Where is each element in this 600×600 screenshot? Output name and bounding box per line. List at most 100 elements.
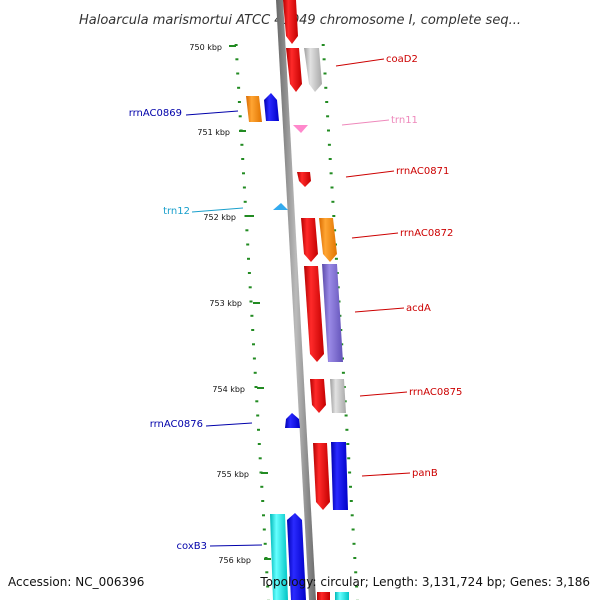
leader-line-acdA bbox=[354, 307, 405, 313]
kbp-label-754: 754 kbp bbox=[212, 385, 245, 394]
gene-feature-coxB3[interactable] bbox=[287, 513, 306, 600]
gene-feature-trn11[interactable] bbox=[293, 125, 308, 133]
gene-label-trn12[interactable]: trn12 bbox=[163, 206, 190, 217]
leader-line-rrnAC0875 bbox=[359, 391, 408, 397]
inner-tick bbox=[261, 500, 265, 502]
leader-line-coaD2 bbox=[335, 58, 385, 67]
leader-line-rrnAC0871 bbox=[345, 170, 395, 178]
inner-tick bbox=[256, 414, 260, 417]
inner-tick bbox=[253, 371, 257, 374]
inner-tick bbox=[260, 485, 264, 488]
gene-feature-coaD2[interactable] bbox=[286, 48, 302, 92]
tick-ruler bbox=[229, 44, 359, 600]
gene-label-rrnAC0875[interactable]: rrnAC0875 bbox=[409, 387, 462, 398]
inner-tick bbox=[252, 343, 255, 346]
kbp-label-751: 751 kbp bbox=[197, 128, 230, 137]
inner-tick bbox=[248, 286, 252, 289]
gene-label-panB[interactable]: panB bbox=[412, 468, 438, 479]
leader-line-rrnAC0869 bbox=[185, 110, 239, 116]
kbp-label-756: 756 kbp bbox=[218, 556, 251, 565]
outer-tick bbox=[326, 115, 330, 118]
leader-line-trn11 bbox=[341, 119, 390, 126]
outer-tick bbox=[355, 585, 359, 588]
major-tick bbox=[264, 558, 271, 560]
accession-text: Accession: NC_006396 bbox=[8, 575, 144, 589]
inner-tick bbox=[265, 571, 269, 574]
outer-tick bbox=[348, 471, 352, 474]
gene-feature-bottom-red bbox=[317, 592, 330, 600]
gene-feature-rrnAC0871[interactable] bbox=[297, 172, 311, 187]
inner-tick bbox=[247, 272, 251, 274]
outer-tick bbox=[350, 514, 354, 517]
gene-label-trn11[interactable]: trn11 bbox=[391, 115, 418, 126]
outer-tick bbox=[324, 86, 328, 89]
chromosome-backbone bbox=[276, 0, 316, 600]
gene-feature-coxB3-cog bbox=[270, 514, 288, 600]
kbp-label-752: 752 kbp bbox=[203, 213, 236, 222]
gene-label-coxB3[interactable]: coxB3 bbox=[177, 541, 207, 552]
outer-tick bbox=[323, 72, 327, 75]
gene-feature-rrnAC0869[interactable] bbox=[264, 93, 279, 121]
inner-tick bbox=[255, 400, 259, 403]
inner-tick bbox=[262, 514, 265, 517]
gene-feature-rrnAC0875[interactable] bbox=[310, 379, 326, 413]
gene-feature-panB-cog bbox=[331, 442, 348, 510]
leader-line-rrnAC0872 bbox=[351, 232, 399, 239]
kbp-label-753: 753 kbp bbox=[209, 299, 242, 308]
inner-tick bbox=[235, 58, 239, 61]
label-leaders bbox=[185, 58, 411, 547]
inner-tick bbox=[249, 300, 253, 303]
inner-tick bbox=[252, 357, 256, 360]
gene-feature-panB[interactable] bbox=[313, 443, 330, 510]
outer-tick bbox=[352, 542, 356, 545]
inner-tick bbox=[237, 101, 241, 103]
gene-feature-rrnAC0876[interactable] bbox=[285, 413, 300, 428]
gene-feature-bottom-cyan bbox=[335, 592, 349, 600]
inner-tick bbox=[257, 428, 260, 431]
inner-tick bbox=[257, 443, 261, 445]
inner-tick bbox=[254, 386, 258, 388]
kbp-label-755: 755 kbp bbox=[216, 470, 249, 479]
inner-tick bbox=[250, 314, 254, 317]
major-tick bbox=[261, 472, 268, 474]
inner-tick bbox=[242, 172, 245, 175]
gene-feature-rrnAC0872[interactable] bbox=[301, 218, 318, 262]
inner-tick bbox=[234, 44, 238, 46]
kbp-scale: 750 kbp 751 kbp 752 kbp 753 kbp 754 kbp … bbox=[189, 43, 251, 565]
gene-feature-rrnAC0875-cog bbox=[330, 379, 346, 413]
outer-tick bbox=[327, 143, 331, 146]
inner-tick bbox=[243, 200, 247, 203]
outer-tick bbox=[349, 485, 352, 488]
gene-features bbox=[246, 0, 349, 600]
map-title: Haloarcula marismortui ATCC 43049 chromo… bbox=[79, 13, 521, 28]
inner-tick bbox=[262, 528, 266, 531]
inner-tick bbox=[244, 215, 248, 217]
outer-tick bbox=[346, 443, 350, 445]
leader-line-panB bbox=[361, 472, 411, 477]
outer-tick bbox=[341, 371, 345, 374]
outer-tick bbox=[325, 101, 329, 103]
leader-line-coxB3 bbox=[209, 544, 263, 547]
gene-feature-top-red[interactable] bbox=[283, 0, 298, 44]
kbp-label-750: 750 kbp bbox=[189, 43, 222, 52]
gene-feature-rrnAC0872-cog bbox=[319, 218, 337, 262]
inner-tick bbox=[241, 158, 245, 160]
gene-label-rrnAC0876[interactable]: rrnAC0876 bbox=[150, 419, 203, 430]
outer-tick bbox=[327, 129, 330, 132]
outer-tick bbox=[321, 44, 325, 46]
gene-label-rrnAC0869[interactable]: rrnAC0869 bbox=[129, 108, 182, 119]
gene-label-rrnAC0872[interactable]: rrnAC0872 bbox=[400, 228, 453, 239]
leader-line-trn12 bbox=[191, 207, 244, 213]
inner-tick bbox=[247, 257, 250, 260]
gene-feature-acdA[interactable] bbox=[304, 266, 324, 362]
inner-tick bbox=[251, 329, 255, 331]
gene-feature-trn12[interactable] bbox=[273, 203, 288, 210]
gene-label-rrnAC0871[interactable]: rrnAC0871 bbox=[396, 166, 449, 177]
gene-label-acdA[interactable]: acdA bbox=[406, 303, 431, 314]
outer-tick bbox=[328, 158, 332, 160]
gene-label-coaD2[interactable]: coaD2 bbox=[386, 54, 418, 65]
inner-tick bbox=[236, 72, 240, 75]
outer-tick bbox=[354, 571, 358, 574]
